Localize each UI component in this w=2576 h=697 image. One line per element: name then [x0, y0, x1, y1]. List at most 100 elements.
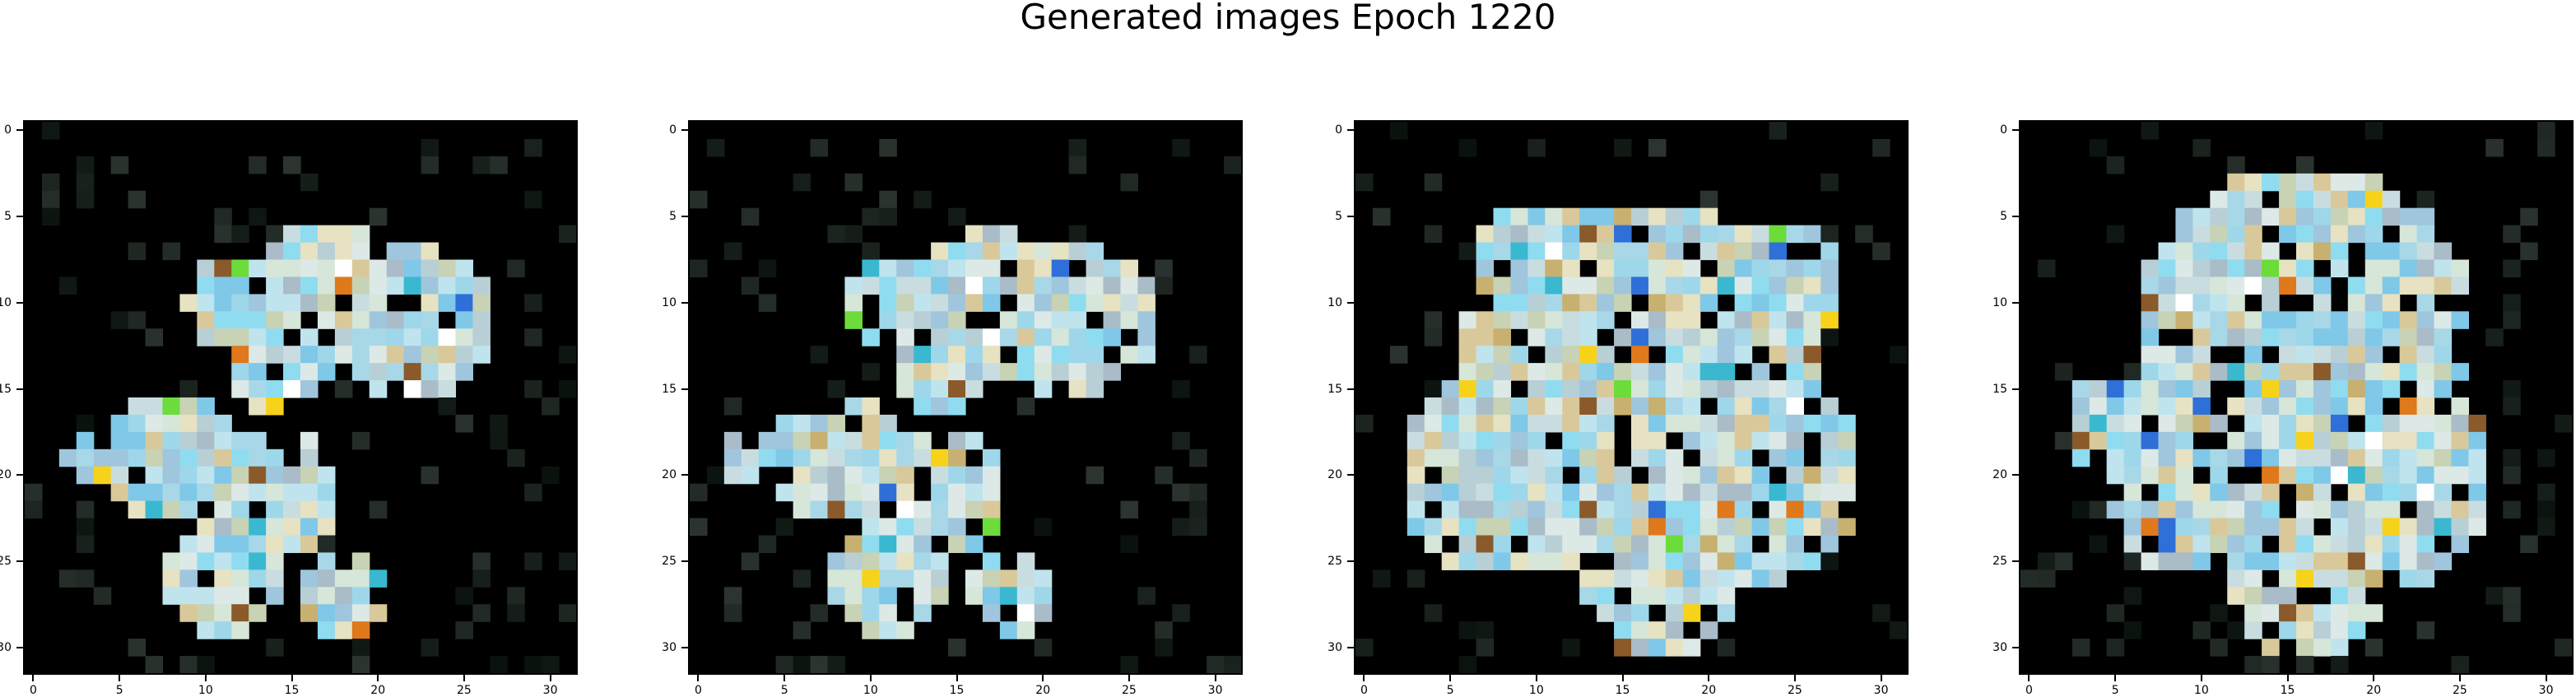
pixel [1527, 466, 1546, 485]
pixel [827, 414, 846, 433]
pixel [965, 328, 983, 346]
pixel [300, 294, 319, 312]
pixel [2123, 363, 2142, 381]
pixel [1545, 311, 1563, 329]
pixel [2123, 518, 2142, 537]
pixel [862, 397, 880, 416]
pixel [2158, 414, 2177, 433]
pixel [455, 414, 473, 433]
pixel [1597, 311, 1615, 329]
pixel [2054, 552, 2073, 570]
pixel [2192, 294, 2211, 312]
pixel [1803, 380, 1821, 398]
y-tick-label: 25 [1328, 554, 1342, 568]
pixel [1458, 380, 1477, 398]
pixel [931, 466, 949, 485]
pixel [914, 346, 932, 364]
pixel [249, 448, 267, 467]
pixel [775, 483, 794, 502]
pixel [810, 138, 829, 157]
pixel [1751, 276, 1770, 295]
pixel [1648, 569, 1667, 588]
pixel [300, 604, 319, 622]
pixel [844, 276, 863, 295]
pixel [197, 656, 215, 673]
pixel [1665, 276, 1684, 295]
pixel [1786, 552, 1804, 570]
pixel [2106, 604, 2125, 622]
pixel [1355, 414, 1374, 433]
y-tick-label: 0 [669, 123, 677, 137]
pixel [369, 500, 388, 519]
x-tick-label: 25 [456, 684, 472, 697]
pixel [351, 621, 370, 639]
pixel [2382, 276, 2401, 295]
pixel [844, 225, 863, 244]
pixel [2330, 173, 2349, 192]
pixel [351, 242, 370, 261]
pixel [300, 587, 319, 605]
pixel [197, 276, 215, 295]
pixel [1355, 639, 1374, 657]
pixel [1597, 604, 1615, 622]
pixel [1734, 466, 1753, 485]
pixel [524, 552, 542, 570]
pixel [931, 397, 949, 416]
pixel [2141, 311, 2160, 329]
pixel [197, 311, 215, 329]
pixel [2347, 397, 2366, 416]
pixel [862, 466, 880, 485]
pixel [249, 535, 267, 554]
pixel [1527, 552, 1546, 570]
pixel [1510, 500, 1528, 519]
pixel [999, 328, 1018, 346]
pixel [76, 535, 95, 554]
pixel [266, 397, 284, 416]
pixel [231, 363, 249, 381]
x-tick-label: 15 [284, 684, 300, 697]
pixel [827, 225, 846, 244]
pixel [1700, 535, 1718, 554]
pixel [2330, 621, 2349, 639]
pixel [1614, 363, 1632, 381]
pixel [2071, 431, 2090, 450]
y-tick [16, 560, 23, 562]
pixel [965, 346, 983, 364]
pixel [2175, 448, 2193, 467]
pixel [1120, 535, 1138, 554]
pixel [999, 276, 1018, 295]
pixel [455, 328, 473, 346]
pixel [1407, 483, 1425, 502]
pixel [249, 431, 267, 450]
pixel [1579, 207, 1597, 226]
pixel [2382, 380, 2401, 398]
pixel [386, 276, 405, 295]
pixel [249, 311, 267, 329]
pixel [1562, 346, 1580, 364]
pixel [1734, 259, 1753, 278]
pixel [266, 466, 284, 485]
pixel [179, 448, 198, 467]
pixel [2279, 276, 2297, 295]
pixel [758, 535, 777, 554]
pixel [300, 466, 319, 485]
pixel [1700, 276, 1718, 295]
pixel [1424, 397, 1443, 416]
pixel [1838, 466, 1856, 485]
x-tick [1449, 675, 1452, 681]
pixel [1545, 448, 1563, 467]
pixel [249, 259, 267, 278]
pixel [2244, 621, 2262, 639]
pixel [2416, 207, 2435, 226]
pixel [334, 346, 353, 364]
pixel [1476, 518, 1495, 537]
pixel [1665, 483, 1684, 502]
pixel [2279, 311, 2297, 329]
pixel [2364, 122, 2383, 140]
pixel [914, 190, 932, 209]
pixel [1527, 242, 1546, 261]
pixel [1820, 414, 1839, 433]
x-tick-label: 30 [2538, 684, 2554, 697]
pixel [25, 500, 43, 519]
pixel [1493, 552, 1512, 570]
